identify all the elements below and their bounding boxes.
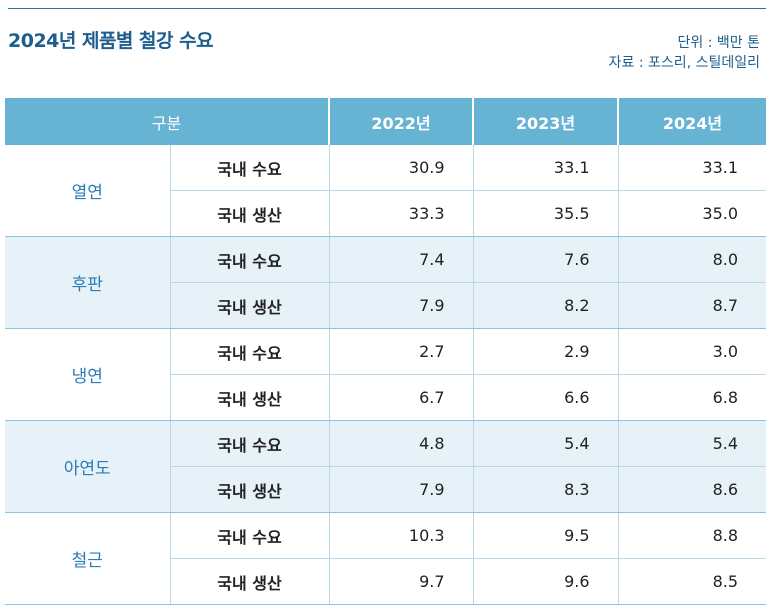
value-cell: 8.8 (617, 512, 767, 559)
row-label: 국내 생산 (169, 374, 330, 421)
value-cell: 7.9 (328, 466, 474, 513)
value-cell: 9.7 (328, 558, 474, 605)
table-row: 후판 국내 수요 7.4 7.6 8.0 (5, 236, 767, 329)
value-cell: 9.5 (472, 512, 619, 559)
value-cell: 8.6 (617, 466, 767, 513)
value-cell: 7.4 (328, 236, 474, 283)
value-cell: 33.1 (617, 145, 767, 191)
value-cell: 6.6 (472, 374, 619, 421)
category-cell: 아연도 (5, 420, 170, 513)
row-label: 국내 수요 (169, 236, 330, 283)
group-hot-rolled: 열연 국내 수요 30.9 33.1 33.1 국내 생산 33.3 35.5 … (5, 145, 767, 237)
steel-demand-table: 구분 2022년 2023년 2024년 열연 국내 수요 30.9 33.1 … (5, 98, 767, 605)
value-cell: 7.6 (472, 236, 619, 283)
top-rule (8, 8, 766, 9)
value-cell: 4.8 (328, 420, 474, 467)
table-row: 국내 생산 33.3 35.5 35.0 (5, 190, 767, 237)
value-cell: 8.5 (617, 558, 767, 605)
unit-note: 단위 : 백만 톤 (677, 35, 760, 51)
row-label: 국내 수요 (169, 328, 330, 375)
value-cell: 5.4 (617, 420, 767, 467)
header-row: 구분 2022년 2023년 2024년 (5, 98, 767, 145)
header-year-2022: 2022년 (328, 98, 474, 145)
value-cell: 3.0 (617, 328, 767, 375)
value-cell: 7.9 (328, 282, 474, 329)
value-cell: 10.3 (328, 512, 474, 559)
value-cell: 33.1 (472, 145, 619, 191)
value-cell: 2.7 (328, 328, 474, 375)
value-cell: 30.9 (328, 145, 474, 191)
source-note: 자료 : 포스리, 스틸데일리 (608, 55, 760, 71)
row-label: 국내 수요 (169, 512, 330, 559)
table-title: 2024년 제품별 철강 수요 (8, 30, 214, 52)
group-rebar: 철근 국내 수요 10.3 9.5 8.8 국내 생산 9.7 9.6 8.5 (5, 512, 767, 605)
value-cell: 8.0 (617, 236, 767, 283)
header-year-2023: 2023년 (472, 98, 619, 145)
row-label: 국내 수요 (169, 145, 330, 191)
value-cell: 6.8 (617, 374, 767, 421)
value-cell: 33.3 (328, 190, 474, 237)
group-galvanized: 아연도 국내 수요 4.8 5.4 5.4 국내 생산 7.9 8.3 8.6 (5, 420, 767, 513)
value-cell: 8.7 (617, 282, 767, 329)
row-label: 국내 수요 (169, 420, 330, 467)
table-row: 국내 생산 7.9 8.3 8.6 (5, 466, 767, 513)
table-row: 국내 생산 7.9 8.2 8.7 (5, 282, 767, 329)
table-row: 철근 국내 수요 10.3 9.5 8.8 (5, 512, 767, 605)
table-row: 아연도 국내 수요 4.8 5.4 5.4 (5, 420, 767, 513)
group-cold-rolled: 냉연 국내 수요 2.7 2.9 3.0 국내 생산 6.7 6.6 6.8 (5, 328, 767, 421)
value-cell: 2.9 (472, 328, 619, 375)
category-cell: 후판 (5, 236, 170, 329)
header-year-2024: 2024년 (617, 98, 767, 145)
category-cell: 열연 (5, 145, 170, 237)
table-row: 열연 국내 수요 30.9 33.1 33.1 (5, 145, 767, 237)
row-label: 국내 생산 (169, 282, 330, 329)
category-cell: 냉연 (5, 328, 170, 421)
category-cell: 철근 (5, 512, 170, 605)
group-plate: 후판 국내 수요 7.4 7.6 8.0 국내 생산 7.9 8.2 8.7 (5, 236, 767, 329)
table-row: 국내 생산 6.7 6.6 6.8 (5, 374, 767, 421)
table-row: 국내 생산 9.7 9.6 8.5 (5, 558, 767, 605)
row-label: 국내 생산 (169, 558, 330, 605)
value-cell: 8.3 (472, 466, 619, 513)
value-cell: 5.4 (472, 420, 619, 467)
value-cell: 35.5 (472, 190, 619, 237)
row-label: 국내 생산 (169, 466, 330, 513)
value-cell: 35.0 (617, 190, 767, 237)
row-label: 국내 생산 (169, 190, 330, 237)
header-category: 구분 (5, 98, 330, 145)
value-cell: 8.2 (472, 282, 619, 329)
value-cell: 6.7 (328, 374, 474, 421)
table-row: 냉연 국내 수요 2.7 2.9 3.0 (5, 328, 767, 421)
value-cell: 9.6 (472, 558, 619, 605)
